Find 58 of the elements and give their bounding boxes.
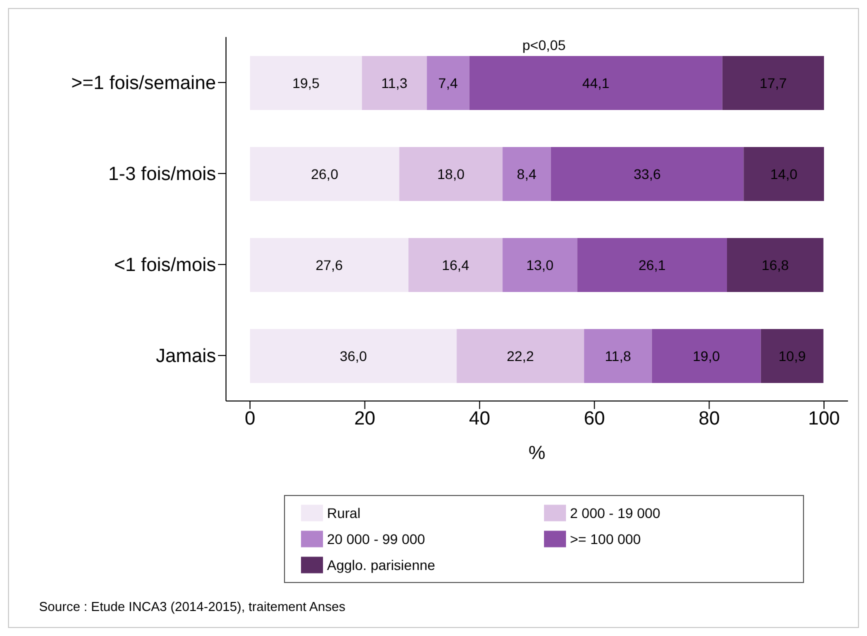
y-tick-label: Jamais <box>156 346 216 368</box>
bar <box>250 147 400 201</box>
source-note: Source : Etude INCA3 (2014-2015), traitement Anses <box>39 599 346 614</box>
text: 11,3 <box>381 75 408 91</box>
bar <box>744 147 824 201</box>
text: 44,1 <box>582 75 610 91</box>
text: 36,0 <box>340 348 367 364</box>
bar <box>250 329 457 383</box>
bar <box>250 56 362 110</box>
text: 11,8 <box>604 348 632 364</box>
x-tick-label: 80 <box>698 408 720 430</box>
text: 17,7 <box>760 75 787 91</box>
text: 22,2 <box>506 348 534 364</box>
text: 33,6 <box>634 166 661 182</box>
y-tick-label: <1 fois/mois <box>114 255 216 276</box>
text: 14,0 <box>770 166 798 182</box>
legend-label: 2 000 - 19 000 <box>570 505 660 521</box>
text: 18,0 <box>437 166 465 182</box>
text: 19,5 <box>292 75 320 91</box>
y-tick-label: >=1 fois/semaine <box>71 73 216 94</box>
bar <box>584 329 652 383</box>
text: 16,4 <box>442 257 470 273</box>
bar <box>426 56 470 110</box>
bar <box>456 329 584 383</box>
bar <box>550 147 744 201</box>
x-tick-label: 0 <box>244 408 256 430</box>
legend-label: Rural <box>327 505 360 521</box>
text: 19,0 <box>692 348 720 364</box>
bar <box>399 147 503 201</box>
bar <box>408 238 503 292</box>
text: 13,0 <box>526 257 554 273</box>
x-tick-label: 60 <box>584 408 605 430</box>
bar <box>362 56 427 110</box>
text: 8,4 <box>516 166 536 182</box>
bar <box>577 238 727 292</box>
legend-label: Agglo. parisienne <box>327 557 436 573</box>
bar <box>502 147 551 201</box>
bar <box>722 56 824 110</box>
x-axis-title: % <box>528 443 546 464</box>
bar <box>250 238 408 292</box>
text: 7,4 <box>438 75 458 91</box>
text: 16,8 <box>762 257 789 273</box>
text: 26,0 <box>310 166 338 182</box>
bar <box>760 329 824 383</box>
text: 26,1 <box>638 257 666 273</box>
bar <box>726 238 824 292</box>
bar <box>502 238 578 292</box>
legend-label: >= 100 000 <box>570 531 641 547</box>
annotation: p<0,05 <box>521 37 567 53</box>
x-tick-label: 100 <box>808 408 840 430</box>
x-tick-label: 40 <box>469 408 490 430</box>
bar <box>469 56 722 110</box>
text: 10,9 <box>778 348 806 364</box>
x-tick-label: 20 <box>354 408 376 430</box>
text: 27,6 <box>316 257 343 273</box>
bar <box>652 329 761 383</box>
legend-label: 20 000 - 99 000 <box>327 531 426 547</box>
y-tick-label: 1-3 fois/mois <box>108 164 216 186</box>
